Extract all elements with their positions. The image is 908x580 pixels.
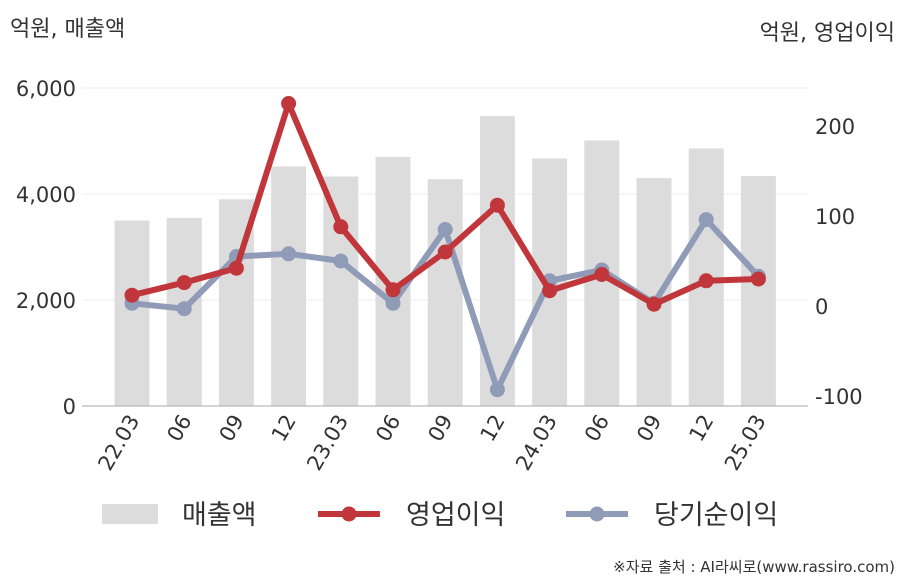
series-point — [698, 212, 714, 228]
x-tick-label: 23.03 — [302, 411, 353, 475]
series-point — [176, 275, 192, 291]
series-point — [594, 267, 610, 282]
right-tick-label: 100 — [815, 205, 855, 229]
series-point — [228, 260, 244, 276]
left-axis-ticks: 0 2,000 4,000 6,000 — [16, 77, 76, 419]
legend-label: 영업이익 — [406, 500, 505, 531]
right-axis-unit-label: 억원, 영업이익 — [760, 21, 895, 46]
series-point — [437, 244, 453, 260]
right-axis-ticks: -100 0 100 200 — [815, 115, 863, 409]
x-tick-label: 09 — [215, 411, 249, 446]
series-point — [385, 295, 401, 311]
series-point — [489, 382, 505, 398]
x-tick-label: 06 — [371, 411, 405, 446]
series-point — [542, 283, 558, 299]
series-point — [176, 301, 192, 317]
x-tick-label: 22.03 — [93, 411, 144, 475]
series-point — [437, 222, 453, 237]
x-tick-label: 12 — [684, 411, 718, 446]
series-point — [750, 271, 766, 287]
right-tick-label: 200 — [815, 115, 855, 139]
revenue-bar — [271, 166, 307, 406]
x-tick-label: 09 — [632, 411, 666, 446]
series-point — [281, 246, 297, 262]
source-note: ※자료 출처 : AI라씨로(www.rassiro.com) — [613, 558, 895, 576]
profit-lines — [124, 96, 766, 398]
left-axis-unit-label: 억원, 매출액 — [10, 17, 125, 42]
revenue-bar — [636, 178, 672, 406]
series-point — [124, 287, 140, 303]
legend-swatch-point — [589, 506, 605, 522]
series-point — [333, 253, 349, 269]
series-point — [698, 273, 714, 289]
right-tick-label: -100 — [815, 385, 863, 409]
x-tick-label: 06 — [162, 411, 196, 446]
x-axis-ticks: 22.03 06 09 12 23.03 06 09 12 24.03 06 09 12 25.03 — [93, 411, 770, 475]
x-tick-label: 25.03 — [720, 411, 771, 475]
left-tick-label: 6,000 — [16, 77, 76, 101]
x-tick-label: 09 — [423, 411, 457, 446]
left-tick-label: 2,000 — [16, 289, 76, 313]
right-tick-label: 0 — [815, 295, 828, 319]
legend-swatch-bar — [102, 504, 158, 524]
legend: 매출액 영업이익 당기순이익 — [102, 500, 778, 531]
x-tick-label: 06 — [580, 411, 614, 446]
revenue-bars — [114, 116, 776, 407]
x-tick-label: 24.03 — [511, 411, 562, 475]
x-tick-label: 12 — [476, 411, 510, 446]
left-tick-label: 0 — [63, 395, 76, 419]
x-tick-label: 12 — [267, 411, 301, 446]
left-tick-label: 4,000 — [16, 183, 76, 207]
series-point — [333, 219, 349, 235]
series-point — [281, 96, 297, 111]
series-point — [646, 296, 662, 312]
legend-label: 당기순이익 — [654, 500, 778, 531]
revenue-bar — [114, 220, 150, 406]
revenue-bar — [323, 176, 359, 406]
legend-swatch-point — [341, 506, 357, 522]
revenue-bar — [427, 179, 463, 406]
legend-label: 매출액 — [182, 500, 257, 531]
series-point — [489, 197, 505, 213]
revenue-bar — [740, 175, 776, 406]
series-point — [385, 282, 401, 298]
